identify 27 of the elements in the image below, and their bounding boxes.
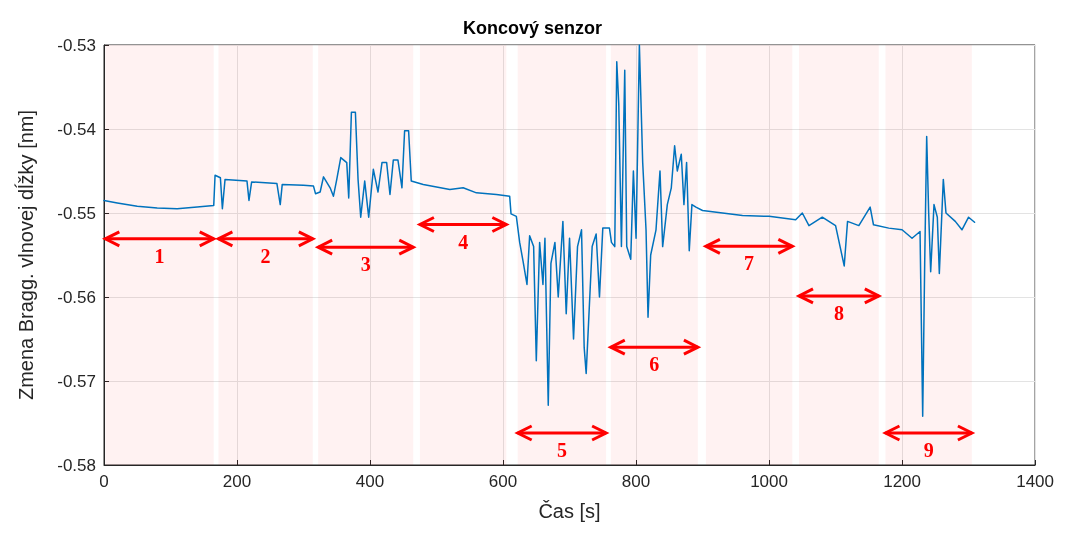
y-tick-label: -0.53 [57, 35, 96, 55]
x-tick-label: 1400 [1016, 472, 1054, 491]
x-tick-label: 1000 [750, 472, 788, 491]
band-label: 4 [458, 230, 469, 253]
y-tick-label: -0.54 [57, 119, 96, 139]
y-tick-label: -0.56 [57, 287, 96, 307]
y-tick-label: -0.55 [57, 203, 96, 223]
x-tick-label: 400 [355, 472, 385, 491]
x-tick-label: 1200 [883, 472, 921, 491]
y-tick-label: -0.58 [57, 455, 96, 475]
band-label: 1 [154, 244, 165, 267]
band-label: 8 [833, 301, 844, 324]
band-label: 9 [923, 439, 934, 461]
band-label: 5 [556, 439, 567, 461]
band-label: 3 [360, 253, 371, 276]
y-axis-title: Zmena Bragg. vlnovej dĺžky [nm] [14, 109, 37, 401]
x-tick-label: 600 [488, 472, 518, 491]
line-series [103, 44, 976, 418]
band-label: 2 [260, 244, 271, 267]
band-label: 6 [649, 353, 660, 376]
x-axis-title: Čas [s] [538, 500, 601, 522]
x-tick-label: 200 [222, 472, 252, 491]
y-tick-label: -0.57 [57, 371, 96, 391]
x-tick-label: 800 [621, 472, 651, 491]
chart-title: Koncový senzor [462, 18, 603, 38]
x-tick-label: 0 [99, 472, 109, 491]
band-label: 7 [744, 252, 755, 275]
